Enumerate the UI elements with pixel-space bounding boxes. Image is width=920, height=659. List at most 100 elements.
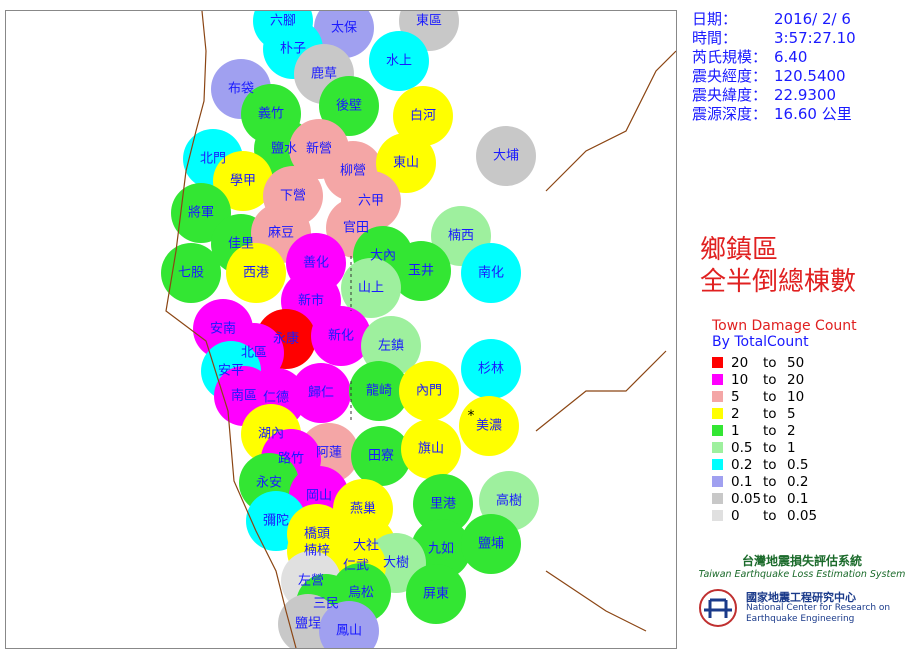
legend-swatch [712,374,723,385]
town-label: 三民 [313,597,339,612]
town-label: 白河 [410,108,436,124]
title-line: 全半倒總棟數 [700,267,857,297]
town-label: 麻豆 [268,226,294,241]
town-area [393,86,453,146]
legend-from: 2 [731,405,740,422]
town-label: 彌陀 [263,513,289,529]
legend-to: 0.1 [787,490,809,507]
info-value: 22.9300 [774,86,837,104]
legend-swatch [712,442,723,453]
town-label: 仁武 [343,559,369,574]
town-label: 旗山 [418,441,444,457]
legend-title: Town Damage Count [712,318,857,334]
town-area [341,258,401,318]
town-label: 山上 [358,281,384,296]
legend-row: 10 to 20 [712,371,857,388]
legend-to: 5 [787,405,796,422]
logo-text: 台灣地震損失評估系統 [741,554,862,568]
town-area [213,151,273,211]
legend-row: 0.5 to 1 [712,439,857,456]
legend-from: 0.5 [731,439,753,456]
town-label: 南區 [231,388,257,404]
info-value: 3:57:27.10 [774,29,856,47]
town-area [319,76,379,136]
logo-text: Taiwan Earthquake Loss Estimation System [698,569,906,580]
town-area [459,396,519,456]
town-label: 下營 [280,189,306,204]
town-label: 大社 [353,538,379,554]
town-label: 鹿草 [311,66,337,82]
town-label: 左營 [298,574,324,589]
town-label: 燕巢 [350,502,376,517]
info-label: 日期： [692,10,738,28]
legend-sep: to [763,507,777,524]
town-label: 內門 [416,384,442,399]
town-label: 大樹 [383,556,409,571]
legend-sep: to [763,371,777,388]
town-label: 岡山 [306,489,332,504]
town-area [401,419,461,479]
town-area [319,601,379,648]
town-label: 北區 [241,346,267,361]
town-label: 學甲 [230,174,256,189]
town-label: 布袋 [228,82,254,97]
info-row: 日期： 2016/ 2/ 6 [692,10,856,29]
legend-row: 0.05 to 0.1 [712,490,857,507]
town-area [351,426,411,486]
town-label: 鹽水 [271,142,297,157]
info-label: 震源深度： [692,105,768,123]
town-label: 大內 [370,249,396,264]
town-label: 安南 [210,321,236,337]
legend-to: 0.05 [787,507,818,524]
town-label: 善化 [303,255,329,271]
town-label: 六甲 [358,194,384,209]
town-area [226,243,286,303]
town-area [311,306,371,366]
legend-from: 0 [731,507,740,524]
town-label: 水上 [386,54,412,69]
town-label: 阿蓮 [316,446,342,461]
town-area [291,363,351,423]
legend-subtitle: By TotalCount [712,334,809,350]
map-title: 鄉鎮區 全半倒總棟數 [700,234,856,298]
ncree-logo: 國家地震工程研究中心 National Center for Research … [696,588,890,628]
legend-sep: to [763,354,777,371]
logo-text: National Center for Research on [746,602,891,613]
legend-swatch [712,493,723,504]
legend-from: 10 [731,371,749,388]
teles-logo: 台灣地震損失評估系統 Taiwan Earthquake Loss Estima… [692,552,912,580]
town-label: 將軍 [188,206,214,221]
legend-row: 5 to 10 [712,388,857,405]
info-label: 震央經度： [692,67,768,85]
town-label: 屏東 [423,586,449,602]
town-label: 橋頭 [304,527,330,542]
info-label: 震央緯度： [692,86,768,104]
town-area [399,361,459,421]
legend-swatch [712,425,723,436]
legend-to: 0.2 [787,473,809,490]
legend-sep: to [763,422,777,439]
legend-sep: to [763,473,777,490]
legend: Town Damage Count By TotalCount 20 to 50 10… [712,318,857,524]
legend-to: 2 [787,422,796,439]
town-label: 安平 [218,364,244,379]
legend-from: 0.2 [731,456,753,473]
town-area [391,241,451,301]
town-label: 里港 [430,497,456,512]
town-area [369,31,429,91]
info-label: 時間： [692,29,738,47]
legend-swatch [712,476,723,487]
town-label: 鳳山 [336,624,362,639]
town-label: 大埔 [493,149,519,164]
legend-swatch [712,408,723,419]
town-label: 永康 [273,331,299,347]
town-label: 新化 [328,328,354,344]
town-label: 烏松 [348,585,374,601]
info-value: 120.5400 [774,67,846,85]
legend-sep: to [763,490,777,507]
legend-sep: to [763,439,777,456]
town-area [413,474,473,534]
town-label: 湖內 [258,427,284,442]
town-label: 楠西 [448,229,474,244]
